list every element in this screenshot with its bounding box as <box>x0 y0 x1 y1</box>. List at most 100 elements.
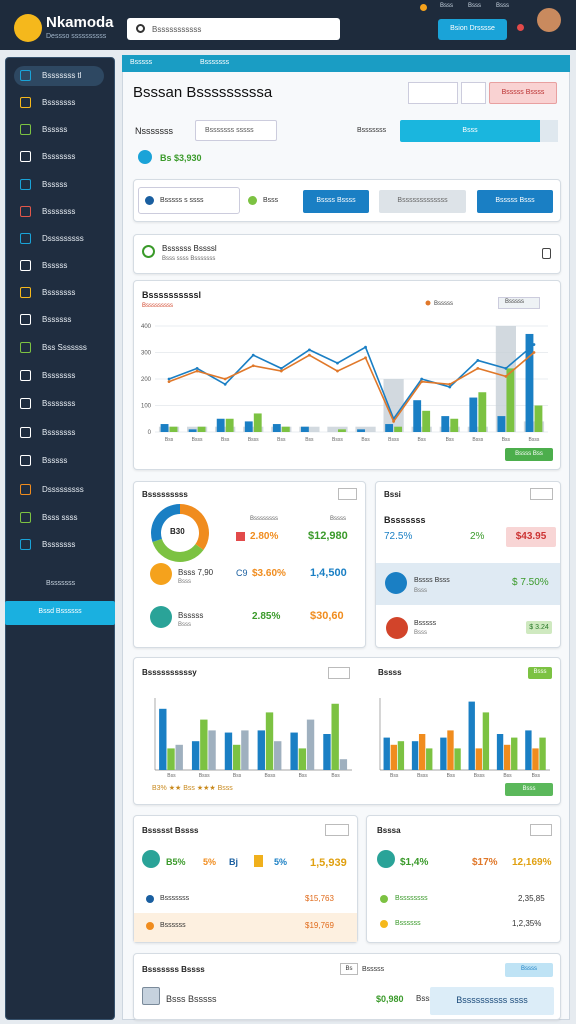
toolbar-button-text[interactable]: Bssss Bssss <box>316 197 356 204</box>
action-button[interactable] <box>489 82 557 104</box>
sidebar-item[interactable]: Dsssssssss <box>42 234 84 243</box>
stat: 5% <box>274 857 288 867</box>
sidebar-item[interactable]: Bsssss <box>42 456 68 465</box>
donut-center: B30 <box>170 527 185 536</box>
chart-badge[interactable] <box>528 667 552 679</box>
label: Bsssss <box>362 966 385 973</box>
toolbar-button[interactable] <box>303 190 369 213</box>
search-box[interactable] <box>127 18 340 40</box>
row-label: Bsss 7,90 <box>178 568 214 577</box>
action-button-text[interactable]: Bsssss Bssss <box>501 89 545 96</box>
top-link[interactable]: Bsss <box>468 3 482 9</box>
row-sub: Bsss <box>178 622 192 628</box>
sidebar-item[interactable]: Bsssssss <box>42 371 76 380</box>
sidebar-item[interactable]: Bss Sssssss <box>42 343 87 352</box>
stat: 5% <box>203 857 217 867</box>
toolbar-button[interactable] <box>379 190 466 213</box>
filter-select-arrow[interactable] <box>540 120 558 142</box>
sidebar-item[interactable]: Bsssssss <box>42 98 76 107</box>
icon <box>420 4 427 11</box>
breadcrumb[interactable]: Bsssss <box>130 59 153 66</box>
row-value: 1,4,500 <box>310 567 347 579</box>
row-value: 2,35,85 <box>518 894 545 903</box>
sidebar-item[interactable]: Bsssssss <box>42 288 76 297</box>
sidebar-item[interactable]: Bsssssss <box>42 540 76 549</box>
sidebar-item[interactable]: Bsssssss <box>42 428 76 437</box>
page-title: Bsssan Bsssssssssa <box>133 84 273 101</box>
card-select[interactable] <box>328 667 350 679</box>
toolbar-button-text[interactable]: Bsssssssssssss <box>397 197 448 204</box>
top-link[interactable]: Bsss <box>440 3 454 9</box>
stat: $17% <box>472 857 498 868</box>
sidebar-icon <box>20 206 31 217</box>
sidebar-item[interactable]: Bssssss <box>42 315 72 324</box>
badge[interactable] <box>505 963 553 977</box>
card-select[interactable] <box>530 488 553 500</box>
icon <box>380 895 388 903</box>
sidebar-item[interactable]: Dsssssssss <box>42 485 84 494</box>
icon <box>517 24 524 31</box>
note-box <box>430 987 554 1015</box>
toolbar-field[interactable] <box>138 187 240 214</box>
chip-text[interactable]: Bs <box>345 966 353 972</box>
sidebar-item[interactable]: Bsssssss <box>42 207 76 216</box>
notice-action[interactable] <box>542 248 551 259</box>
unit: Bsss <box>416 994 434 1003</box>
chart-filter[interactable] <box>498 297 540 309</box>
card-title: Bsssa <box>377 826 401 835</box>
header-button[interactable] <box>438 19 507 40</box>
sidebar-icon <box>20 260 31 271</box>
stat: $1,4% <box>400 857 429 868</box>
filter-select-text[interactable]: Bsss <box>462 127 478 134</box>
breadcrumb[interactable]: Bsssssss <box>200 59 230 66</box>
icon-button[interactable] <box>461 82 486 104</box>
sidebar-item[interactable]: Bsssssss <box>42 399 76 408</box>
toolbar-button-text[interactable]: Bsssss Bsss <box>495 197 535 204</box>
chart-filter-text[interactable]: Bsssss <box>505 299 525 305</box>
sidebar-item[interactable]: Bsssss <box>42 180 68 189</box>
filter-input[interactable] <box>195 120 277 141</box>
filter-select[interactable] <box>400 120 558 142</box>
item: Bsss Bsssss <box>166 994 217 1004</box>
sidebar-button-text[interactable]: Bssd Bssssss <box>38 608 82 615</box>
card-select[interactable] <box>530 824 552 836</box>
header-button-text[interactable]: Bsion Drsssse <box>450 25 495 32</box>
toolbar-button[interactable] <box>477 190 553 213</box>
chart-badge-text[interactable]: Bsss <box>533 669 547 675</box>
chart-badge-text[interactable]: Bssss Bss <box>515 451 543 457</box>
sidebar-icon <box>20 484 31 495</box>
sidebar-icon <box>20 151 31 162</box>
sidebar-icon <box>20 70 31 81</box>
sidebar-item[interactable]: Bsssss <box>42 125 68 134</box>
filter-label-2: Bsssssss <box>357 127 387 134</box>
sidebar-icon <box>20 124 31 135</box>
card-select[interactable] <box>338 488 357 500</box>
sidebar-item[interactable]: Bsssssss <box>42 152 76 161</box>
top-link[interactable]: Bsss <box>496 3 510 9</box>
sidebar-item[interactable]: Bsss ssss <box>42 513 78 522</box>
row-sub: Bsss <box>414 588 428 594</box>
sidebar-item[interactable]: Bsssss <box>42 261 68 270</box>
icon <box>248 196 257 205</box>
note: Bssssssssss ssss <box>456 995 528 1005</box>
sidebar-button[interactable] <box>5 601 115 625</box>
change: 2.80% <box>250 531 279 542</box>
card-select[interactable] <box>325 824 349 836</box>
badge-text[interactable]: Bssss <box>520 966 537 972</box>
chip[interactable] <box>340 963 358 975</box>
icon <box>386 617 408 639</box>
change-icon <box>236 532 245 541</box>
blank-button[interactable] <box>408 82 458 104</box>
search-icon <box>136 24 145 33</box>
icon <box>146 895 154 903</box>
sidebar-icon <box>20 427 31 438</box>
sidebar-icon <box>20 539 31 550</box>
toolbar-toggle[interactable]: Bsss <box>263 197 279 204</box>
row-sub: Bsss <box>178 579 192 585</box>
chart-footer-chip[interactable] <box>505 783 553 796</box>
row-label: Bsssssss <box>160 895 190 902</box>
chart-footer[interactable]: Bsss <box>522 786 536 792</box>
chart-badge[interactable] <box>505 448 553 461</box>
sidebar-item[interactable]: Bsssssss tl <box>42 71 82 80</box>
value: $12,980 <box>308 530 348 542</box>
